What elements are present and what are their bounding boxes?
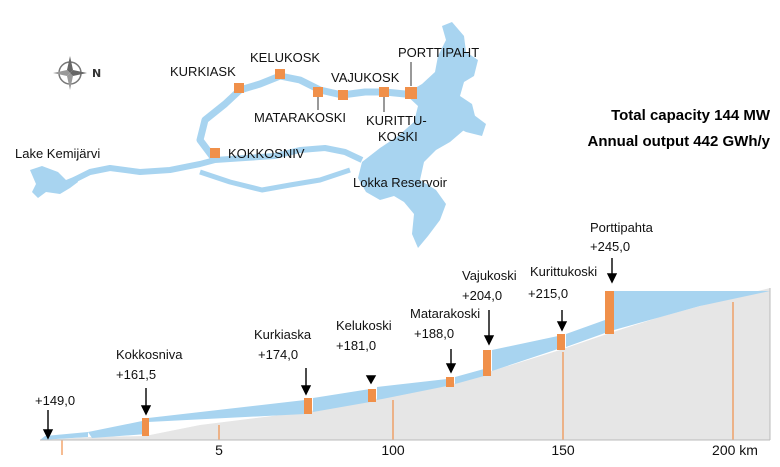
axis-tick-5: 5	[215, 442, 223, 458]
label-kurkiask: KURKIASK	[170, 64, 236, 79]
profile-ground	[40, 288, 770, 440]
label-kurittu-2: KOSKI	[378, 129, 418, 144]
station-elev-kurittukoski: +215,0	[528, 286, 568, 301]
label-matarakoski: MATARAKOSKI	[254, 110, 346, 125]
compass-north-label: N	[92, 67, 101, 80]
station-name-kurkiaska: Kurkiaska	[254, 327, 312, 342]
station-labels: +149,0 Kokkosniva +161,5 Kurkiaska +174,…	[35, 220, 654, 408]
river-south-loop	[199, 167, 351, 193]
km-axis-labels: 5 100 150 200 km	[215, 442, 758, 458]
station-elev-vajukoski: +204,0	[462, 288, 502, 303]
elevation-start: +149,0	[35, 393, 75, 408]
label-reservoir: Lokka Reservoir	[353, 175, 448, 190]
reservoir-arm	[444, 104, 486, 136]
station-elev-kokkosniva: +161,5	[116, 367, 156, 382]
water-start	[40, 432, 88, 440]
capacity-line-2: Annual output 442 GWh/y	[588, 133, 771, 150]
station-arrows	[42, 258, 618, 440]
capacity-line-1: Total capacity 144 MW	[611, 107, 771, 124]
dam-kurittukoski	[557, 334, 565, 350]
dam-matarakoski	[446, 377, 454, 387]
label-kelukosk: KELUKOSK	[250, 50, 320, 65]
plant-vajukosk	[338, 90, 348, 100]
river-south	[214, 145, 364, 163]
water-porttipahta	[614, 291, 770, 330]
axis-tick-150: 150	[551, 442, 575, 458]
water-kelukoski	[313, 389, 370, 412]
dam-kokkosniva	[142, 418, 149, 436]
lake-kemijarvi	[30, 166, 78, 198]
compass-icon: N	[53, 56, 101, 90]
dam-porttipahta	[605, 291, 614, 334]
station-name-kurittukoski: Kurittukoski	[530, 264, 597, 279]
river-lower	[72, 157, 216, 183]
station-name-porttipahta: Porttipahta	[590, 220, 654, 235]
dam-kurkiaska	[304, 398, 312, 414]
map-plants	[210, 69, 417, 158]
label-vajukosk: VAJUKOSK	[331, 70, 400, 85]
station-name-matarakoski: Matarakoski	[410, 306, 480, 321]
station-elev-porttipahta: +245,0	[590, 239, 630, 254]
plant-kurittukoski	[379, 87, 389, 97]
label-porttipaht: PORTTIPAHT	[398, 45, 479, 60]
label-kokkosniv: KOKKOSNIV	[228, 146, 305, 161]
label-lake: Lake Kemijärvi	[15, 146, 100, 161]
map-leaders	[317, 62, 412, 112]
station-elev-matarakoski: +188,0	[414, 326, 454, 341]
station-name-kokkosniva: Kokkosniva	[116, 347, 183, 362]
water-vajukoski-res	[492, 336, 558, 371]
water-matarakoski	[377, 379, 447, 400]
axis-tick-200km: 200 km	[712, 442, 758, 458]
station-elev-kurkiaska: +174,0	[258, 347, 298, 362]
water-kokkosniva	[88, 420, 147, 438]
plant-kelukosk	[275, 69, 285, 79]
capacity-summary: Total capacity 144 MW Annual output 442 …	[588, 107, 771, 150]
axis-tick-100: 100	[381, 442, 405, 458]
water-kurkiaska	[148, 400, 305, 422]
station-name-kelukoski: Kelukoski	[336, 318, 392, 333]
plant-porttipaht	[405, 87, 417, 99]
station-name-vajukoski: Vajukoski	[462, 268, 517, 283]
plant-kokkosniv	[210, 148, 220, 158]
plant-kurkiask	[234, 83, 244, 93]
dam-kelukoski	[368, 389, 376, 402]
dam-vajukoski	[483, 350, 491, 376]
label-kurittu-1: KURITTU-	[366, 113, 427, 128]
water-vajukoski	[455, 369, 484, 384]
lokka-reservoir	[358, 22, 478, 248]
water-kurittukoski	[566, 320, 605, 347]
plant-matarakoski	[313, 87, 323, 97]
km-ticks	[61, 302, 734, 455]
station-elev-kelukoski: +181,0	[336, 338, 376, 353]
elevation-profile: +149,0 Kokkosniva +161,5 Kurkiaska +174,…	[35, 220, 771, 458]
map-labels: Lake Kemijärvi Lokka Reservoir KURKIASK …	[15, 45, 479, 190]
